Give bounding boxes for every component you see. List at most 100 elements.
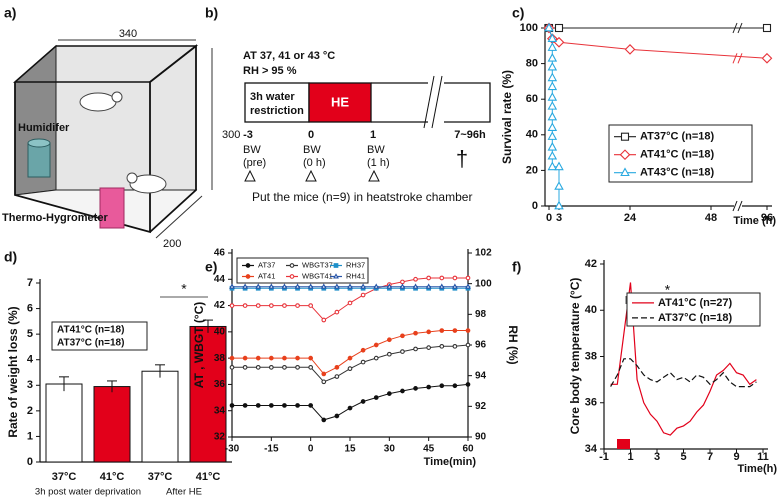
- data-point: [400, 333, 405, 339]
- data-point: [547, 33, 558, 43]
- data-point: [229, 303, 235, 308]
- data-point: [334, 309, 340, 315]
- y-axis-label: AT , WBGT (°C): [192, 302, 206, 389]
- data-point: [295, 355, 300, 361]
- dimension: 200: [163, 238, 181, 250]
- data-point: [624, 44, 636, 55]
- data-point: [321, 417, 327, 423]
- data-point: [413, 330, 418, 336]
- data-point: [347, 366, 353, 372]
- data-point: [425, 283, 432, 289]
- data-point: [268, 303, 274, 308]
- group-label: After HE: [166, 487, 202, 498]
- data-point: [321, 371, 327, 377]
- data-point: [452, 275, 458, 281]
- y-tick-label: 36: [585, 397, 597, 409]
- data-point: [544, 22, 554, 32]
- data-point: [229, 403, 235, 408]
- x-tick-label: 30: [384, 444, 396, 455]
- x-tick-label: 11: [757, 451, 769, 463]
- axis-break: [732, 200, 738, 212]
- data-point: [360, 347, 366, 353]
- line-break: [732, 22, 738, 34]
- data-point: [386, 351, 392, 357]
- timeline: [444, 82, 491, 123]
- y2-tick-label: 94: [475, 370, 487, 381]
- legend-label: AT43°C (n=18): [640, 167, 715, 179]
- y2-tick-label: 98: [475, 309, 487, 320]
- data-point: [547, 72, 558, 82]
- data-point: [554, 200, 564, 210]
- cage-diagram: a) 340 300 200 Humidifer Thermo-Hygromet…: [2, 5, 240, 250]
- mouse: [129, 174, 167, 194]
- condition: AT 37, 41 or 43 °C: [243, 50, 335, 62]
- y-tick-label: 38: [585, 350, 597, 362]
- note: Put the mice (n=9) in heatstroke chamber: [252, 190, 472, 204]
- data-point: [268, 403, 274, 408]
- x-tick-label: 5: [680, 451, 686, 463]
- data-point: [399, 283, 406, 289]
- legend-label: WBGT37: [302, 260, 333, 269]
- data-point: [452, 383, 458, 389]
- axis-break-gap: [734, 203, 742, 209]
- x-tick-label: 41°C: [100, 471, 125, 483]
- y2-tick-label: 96: [475, 340, 487, 351]
- data-point: [282, 403, 287, 408]
- data-point: [242, 403, 248, 408]
- series-line: [610, 282, 757, 436]
- data-point: [400, 279, 405, 285]
- data-point: [465, 328, 471, 333]
- y-tick-label: 40: [214, 326, 226, 337]
- data-point: [547, 81, 558, 91]
- y-tick-label: 40: [526, 129, 538, 141]
- legend-label: AT37: [258, 260, 275, 269]
- x-tick-label: 96: [761, 212, 773, 224]
- line-break: [737, 53, 743, 64]
- break-mark: [423, 75, 435, 129]
- legend-label: AT41°C (n=18): [57, 324, 124, 335]
- data-point: [547, 161, 558, 171]
- data-point: [255, 355, 261, 361]
- legend-label: RH37: [346, 260, 365, 269]
- data-point: [413, 386, 418, 391]
- y-tick-label: 5: [27, 328, 33, 340]
- x-tick-label: -1: [599, 451, 609, 463]
- time-label: 0: [308, 129, 314, 141]
- mouse: [79, 92, 117, 112]
- data-point: [321, 317, 327, 323]
- data-point: [439, 343, 445, 349]
- panel-label: e): [205, 259, 217, 275]
- legend-marker: [333, 263, 339, 268]
- legend-box: [236, 257, 369, 284]
- data-point: [547, 42, 558, 51]
- x-tick-label: 0: [308, 444, 314, 455]
- data-point: [255, 283, 262, 289]
- data-point: [295, 403, 300, 408]
- y-tick-label: 20: [526, 164, 538, 176]
- y-tick-label: 34: [214, 405, 226, 416]
- data-point: [386, 337, 392, 343]
- humidity: RH > 95 %: [243, 65, 297, 77]
- data-point: [281, 283, 288, 289]
- data-point: [333, 283, 340, 289]
- data-point: [412, 283, 419, 289]
- y-tick-label: 100: [520, 22, 538, 34]
- legend-marker: [289, 274, 295, 279]
- y-axis-label: Rate of weight loss (%): [6, 306, 20, 437]
- legend-marker: [620, 167, 630, 177]
- legend-marker: [245, 274, 251, 279]
- restriction-box: [244, 82, 310, 123]
- bar: [45, 383, 83, 463]
- x-tick-label: 37°C: [148, 471, 173, 483]
- x-tick-label: 3: [556, 212, 562, 224]
- exposure-box: [308, 82, 372, 123]
- hygrometer-icon: [99, 187, 125, 229]
- data-point: [242, 283, 249, 289]
- data-point: [439, 328, 445, 333]
- data-point: [554, 161, 564, 171]
- data-point: [308, 364, 314, 370]
- data-point: [762, 23, 772, 33]
- legend-marker: [333, 273, 339, 279]
- protocol-diagram: b) AT 37, 41 or 43 °C RH > 95 % 3h water…: [205, 5, 491, 204]
